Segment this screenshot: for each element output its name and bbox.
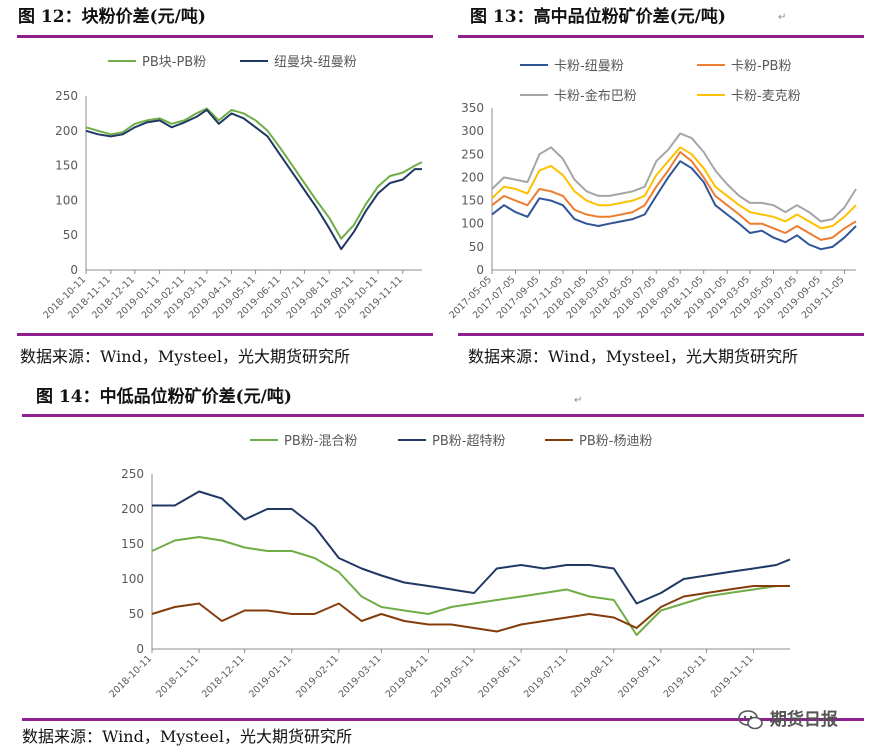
fig14-y-tick-label: 150 (121, 537, 144, 551)
fig14-x-tick-label: 2019-06-11 (476, 653, 523, 700)
fig13-legend-label: 卡粉-纽曼粉 (554, 59, 624, 74)
fig12-top-rule (17, 35, 433, 38)
fig14-y-tick-label: 0 (136, 642, 144, 656)
fig13-legend-label: 卡粉-金布巴粉 (554, 88, 637, 104)
fig12-y-tick-label: 250 (55, 89, 78, 103)
fig14-x-tick-label: 2018-12-11 (200, 653, 247, 700)
fig12-y-tick-label: 50 (63, 228, 78, 242)
fig14-x-tick-label: 2019-09-11 (616, 653, 663, 700)
fig12-legend-label: 纽曼块-纽曼粉 (274, 55, 357, 70)
fig14-x-tick-label: 2019-01-11 (247, 653, 294, 700)
fig14-x-tick-label: 2019-08-11 (569, 653, 616, 700)
watermark-text: 期货日报 (769, 710, 838, 730)
paragraph-mark: ↵ (574, 395, 583, 406)
fig14-series-line (152, 490, 791, 605)
fig12-y-tick-label: 200 (55, 124, 78, 138)
fig14-x-tick-label: 2019-07-11 (522, 653, 569, 700)
fig12-bottom-rule (17, 333, 433, 336)
fig14-bottom-rule (22, 718, 864, 721)
fig14-y-tick-label: 50 (129, 607, 144, 621)
paragraph-mark: ↵ (778, 12, 787, 23)
fig12-series-line (85, 107, 423, 240)
fig13-chart: 0501001502002503003502017-05-052017-07-0… (447, 59, 857, 321)
fig14-x-tick-label: 2019-03-11 (337, 653, 384, 700)
fig12-y-tick-label: 150 (55, 159, 78, 173)
fig13-source: 数据来源：Wind，Mysteel，光大期货研究所 (468, 347, 798, 366)
fig13-series-line (491, 146, 857, 230)
fig14-x-tick-label: 2018-11-11 (154, 653, 201, 700)
fig13-y-tick-label: 50 (469, 240, 484, 254)
fig14-series-line (151, 585, 790, 633)
fig14-x-tick-label: 2019-04-11 (384, 653, 431, 700)
fig14-legend-label: PB粉-混合粉 (284, 434, 357, 449)
fig13-y-tick-label: 200 (461, 170, 484, 184)
fig14-source: 数据来源：Wind，Mysteel，光大期货研究所 (22, 727, 352, 746)
fig14-x-tick-label: 2019-11-11 (709, 653, 756, 700)
fig14-top-rule (22, 414, 864, 417)
fig13-y-tick-label: 250 (461, 147, 484, 161)
fig13-bottom-rule (458, 333, 864, 336)
fig12-chart: 0501001502002502018-10-112018-11-112018-… (41, 55, 423, 321)
fig12-title: 图 12：块粉价差(元/吨) (18, 7, 206, 27)
fig12-legend-label: PB块-PB粉 (142, 55, 206, 70)
fig12-y-tick-label: 100 (55, 193, 78, 207)
fig13-series-line (491, 160, 857, 251)
fig13-legend-label: 卡粉-麦克粉 (731, 89, 801, 104)
fig13-y-tick-label: 150 (461, 194, 484, 208)
fig12-series-line (85, 108, 422, 251)
fig14-y-tick-label: 250 (121, 467, 144, 481)
fig14-x-tick-label: 2019-10-11 (662, 653, 709, 700)
fig14-series-line (151, 536, 790, 636)
fig13-y-tick-label: 100 (461, 217, 484, 231)
fig14-chart: 0 50 100 150 200 250 2018-10-11 2018-11-112018-… (107, 434, 791, 700)
fig13-series-line (491, 132, 857, 223)
fig14-y-tick-label: 100 (121, 572, 144, 586)
fig14-y-tick-label: 200 (121, 502, 144, 516)
watermark: 期货日报 (738, 705, 838, 730)
fig13-series-line (491, 151, 857, 241)
fig13-y-tick-label: 0 (476, 263, 484, 277)
fig14-x-tick-label: 2018-10-11 (107, 653, 154, 700)
fig14-title: 图 14：中低品位粉矿价差(元/吨) (36, 387, 292, 407)
fig14-legend-label: PB粉-杨迪粉 (579, 434, 652, 449)
fig13-legend-label: 卡粉-PB粉 (731, 59, 791, 74)
fig13-y-tick-label: 350 (461, 101, 484, 115)
fig14-legend-label: PB粉-超特粉 (432, 434, 505, 449)
fig14-x-tick-label: 2019-02-11 (294, 653, 341, 700)
fig13-y-tick-label: 300 (461, 124, 484, 138)
fig12-y-tick-label: 0 (70, 263, 78, 277)
fig14-x-tick-label: 2019-05-11 (429, 653, 476, 700)
wechat-icon (738, 710, 763, 730)
fig13-top-rule (458, 35, 864, 38)
fig13-title: 图 13：高中品位粉矿价差(元/吨) (470, 7, 726, 27)
fig12-source: 数据来源：Wind，Mysteel，光大期货研究所 (20, 347, 350, 366)
